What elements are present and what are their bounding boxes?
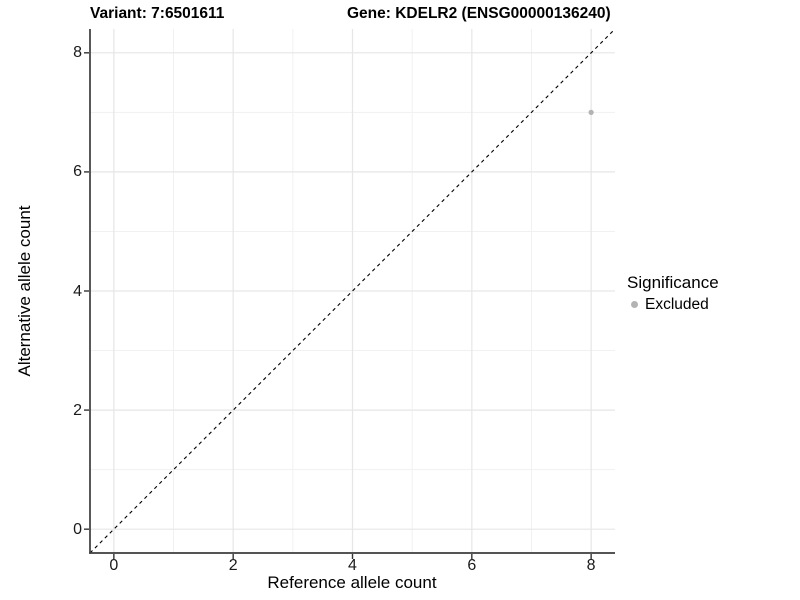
x-axis-title: Reference allele count [267,573,437,592]
y-tick-label: 6 [73,163,82,181]
x-tick-label: 2 [228,557,238,574]
data-point [588,109,594,115]
x-tick-label: 0 [109,557,119,574]
x-tick-label: 6 [467,557,477,574]
legend-entry-label: Excluded [645,295,709,313]
y-axis-title: Alternative allele count [15,205,34,377]
legend-title: Significance [627,273,719,292]
legend-entries: Excluded [627,295,719,314]
y-tick-label: 0 [73,520,82,538]
x-tick-label: 4 [348,557,357,574]
y-tick-label: 8 [73,44,82,62]
legend: Significance Excluded [627,273,719,314]
variant-title: Variant: 7:6501611 [90,5,225,22]
x-tick-label: 8 [586,557,596,574]
legend-entry: Excluded [627,295,719,314]
gene-title: Gene: KDELR2 (ENSG00000136240) [347,5,611,22]
y-tick-label: 2 [73,401,82,419]
y-tick-label: 4 [73,282,82,300]
legend-point-icon [630,301,638,308]
legend-key [627,301,641,308]
identity-line [89,28,616,554]
